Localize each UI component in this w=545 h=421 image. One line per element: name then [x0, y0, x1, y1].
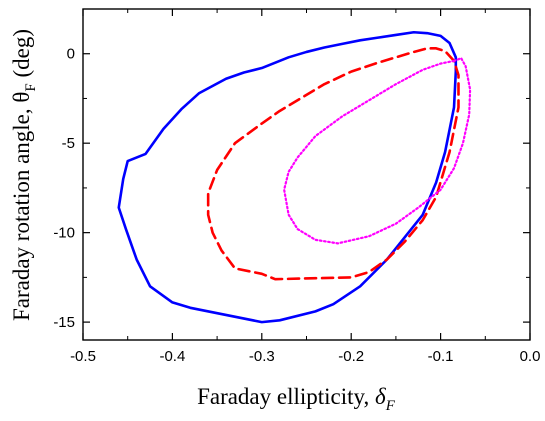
series-curve-dotted — [283, 57, 472, 245]
tick-labels-layer: -0.5 -0.4 -0.3 -0.2 -0.1 0.0 -15 -10 -5 0 — [53, 46, 540, 365]
y-axis-title: Faraday rotation angle, θF (deg) — [9, 29, 39, 321]
y-axis-title-text: Faraday rotation angle, — [9, 103, 34, 321]
y-axis-title-suffix: (deg) — [9, 29, 34, 83]
y-tick-label: -5 — [62, 135, 75, 152]
series-curve-dashed — [206, 47, 460, 281]
x-tick-label: -0.3 — [249, 348, 275, 365]
x-tick-label: -0.4 — [159, 348, 185, 365]
x-axis-title-subscript: F — [385, 398, 396, 414]
plot-frame — [82, 8, 531, 341]
x-tick-label: -0.5 — [70, 348, 96, 365]
y-axis-title-subscript: F — [23, 83, 39, 91]
x-axis-title-symbol: δ — [375, 384, 386, 409]
ticks-layer — [82, 8, 531, 340]
x-axis-title: Faraday ellipticity, δF — [197, 384, 396, 414]
x-tick-label: -0.2 — [338, 348, 364, 365]
y-tick-label: -15 — [53, 314, 75, 331]
x-tick-label: -0.1 — [428, 348, 454, 365]
x-axis-title-text: Faraday ellipticity, — [197, 384, 375, 409]
y-tick-label: -10 — [53, 225, 75, 242]
y-tick-label: 0 — [67, 46, 75, 63]
series-curve-solid — [117, 30, 458, 324]
x-tick-label: 0.0 — [520, 348, 541, 365]
series-layer — [117, 30, 472, 324]
y-axis-title-symbol: θ — [9, 92, 34, 103]
